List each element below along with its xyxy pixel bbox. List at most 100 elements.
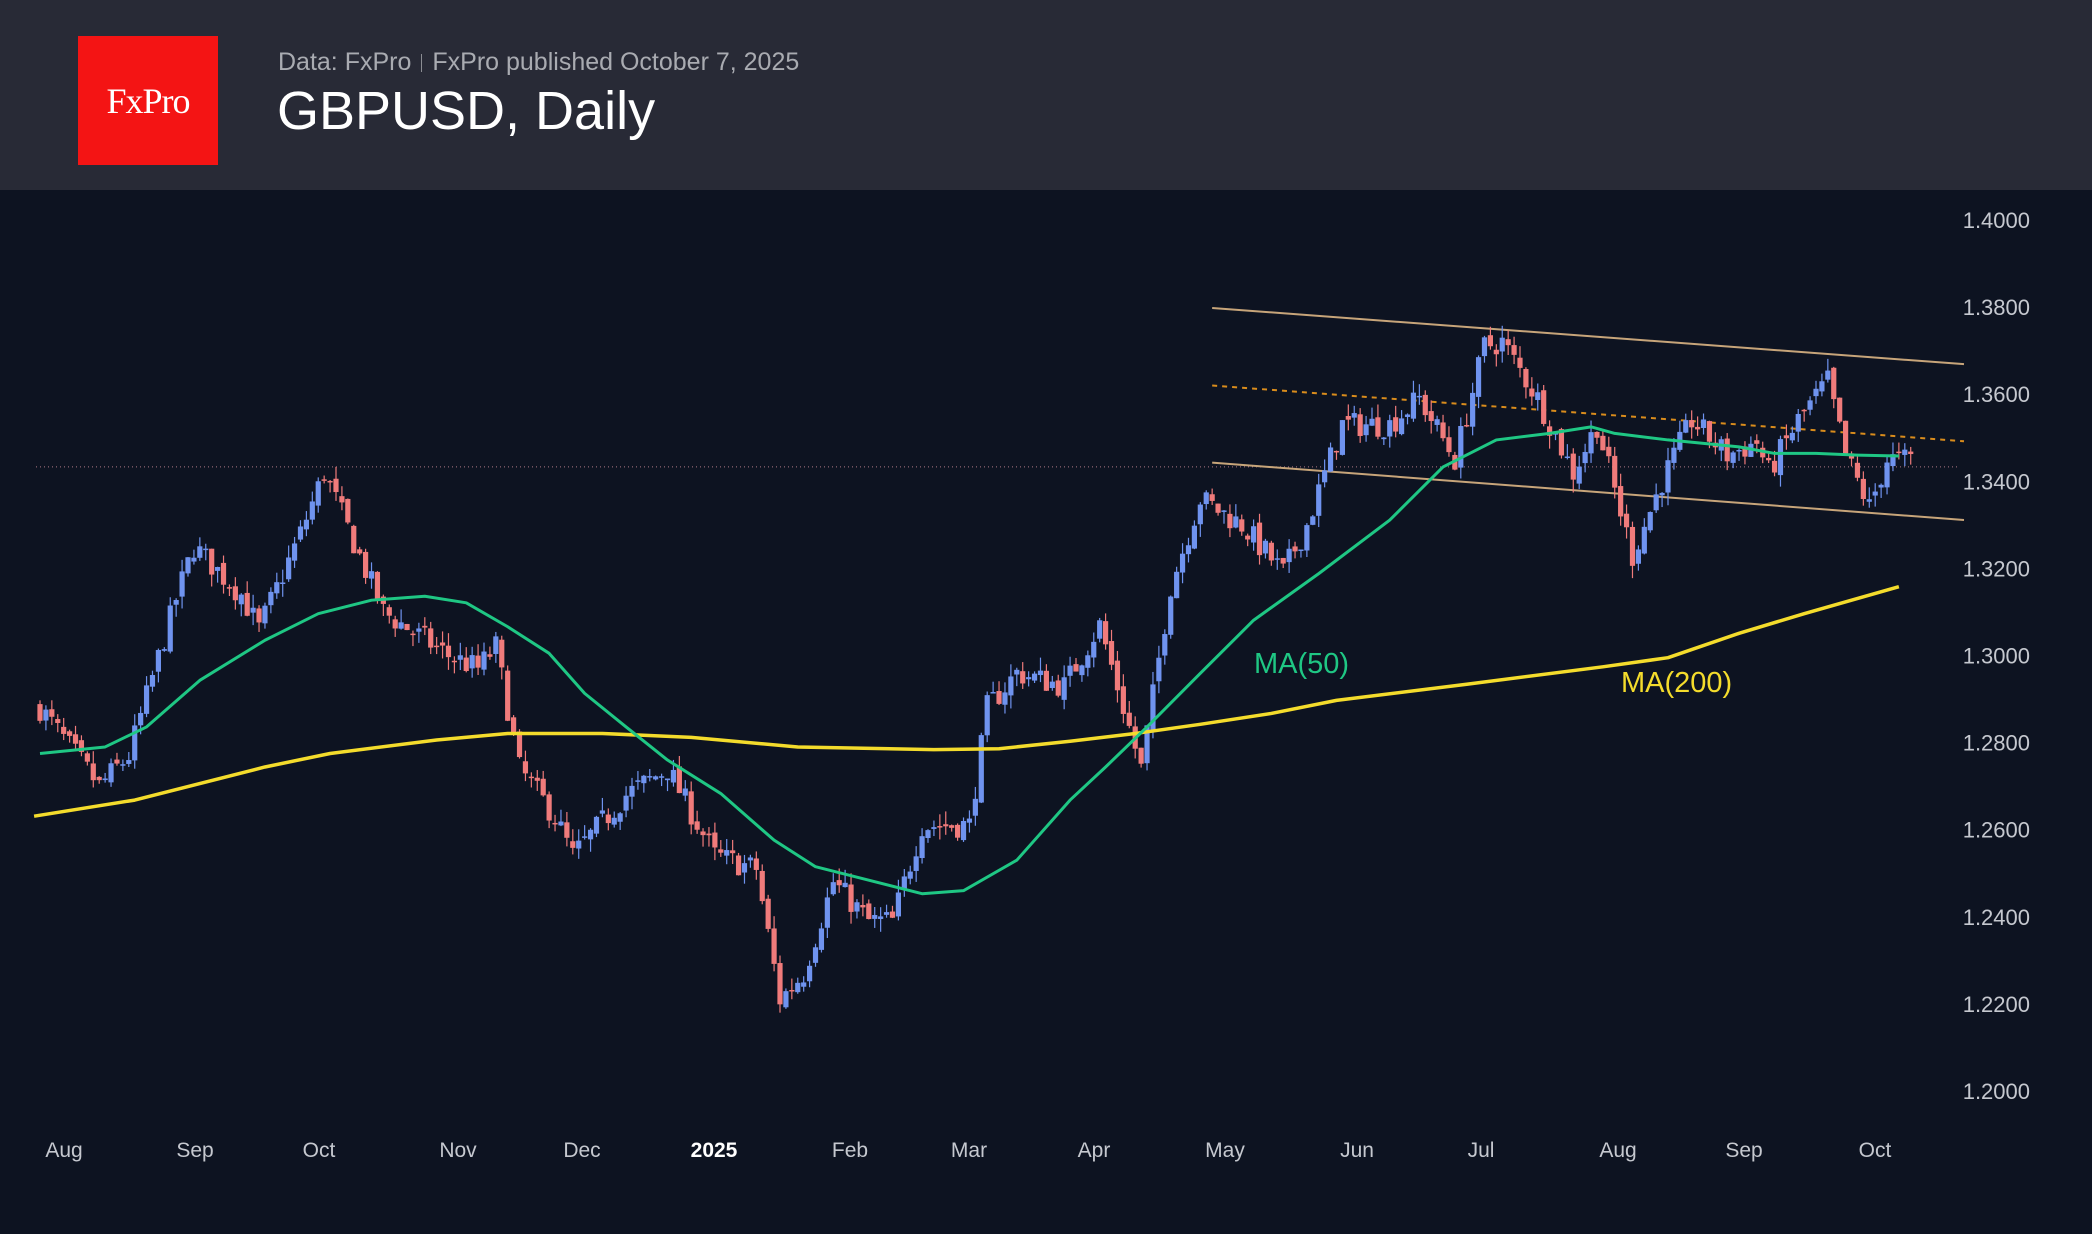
candle-body xyxy=(238,594,244,605)
candle xyxy=(1055,674,1061,698)
candle xyxy=(990,681,996,694)
candle xyxy=(889,905,896,919)
candle-body xyxy=(807,965,813,982)
candle xyxy=(96,776,102,784)
candle-body xyxy=(280,582,286,584)
candle-body xyxy=(1860,478,1866,499)
candle xyxy=(1487,326,1493,350)
candle xyxy=(1783,424,1789,450)
candle-body xyxy=(286,557,292,580)
candle-body xyxy=(1227,513,1233,529)
candle xyxy=(1428,400,1434,434)
candle-body xyxy=(1103,621,1109,645)
candle xyxy=(528,772,534,788)
candle-body xyxy=(1369,418,1375,426)
candle xyxy=(1298,549,1304,558)
candle xyxy=(1316,473,1322,528)
candle-body xyxy=(1564,456,1570,459)
candle-body xyxy=(61,726,67,734)
candle xyxy=(1825,358,1831,383)
candle xyxy=(1541,384,1547,427)
candle-body xyxy=(1878,484,1884,488)
candle xyxy=(576,829,582,859)
candle xyxy=(167,597,173,654)
candle xyxy=(1126,700,1132,729)
candle-body xyxy=(1286,548,1292,563)
candle-body xyxy=(215,566,221,571)
candle-body xyxy=(434,645,440,648)
candle-body xyxy=(1535,392,1541,401)
candle-body xyxy=(262,605,268,624)
candle-body xyxy=(1268,542,1274,561)
candle-body xyxy=(919,836,925,859)
data-source: Data: FxPro xyxy=(278,48,412,76)
candle-body xyxy=(1825,370,1831,380)
candle xyxy=(297,520,304,543)
candle xyxy=(84,751,90,766)
candle-body xyxy=(1120,686,1126,714)
candle-body xyxy=(1777,439,1784,476)
candle xyxy=(78,735,85,757)
candle-body xyxy=(1783,435,1789,439)
candle xyxy=(161,647,167,652)
candle-body xyxy=(830,882,836,895)
x-tick-label: Oct xyxy=(303,1139,336,1162)
candle-body xyxy=(1002,692,1008,705)
candle xyxy=(345,498,351,525)
candle xyxy=(1629,521,1636,579)
candle-body xyxy=(1422,394,1428,416)
candle xyxy=(1505,330,1511,355)
y-tick-label: 1.3600 xyxy=(1963,382,2030,407)
candle-body xyxy=(1582,451,1588,464)
candle-body xyxy=(925,830,931,839)
candle xyxy=(552,814,558,832)
candle-body xyxy=(718,849,724,853)
candle-body xyxy=(960,820,967,841)
candle xyxy=(1020,662,1026,689)
candle xyxy=(1866,487,1872,508)
candle xyxy=(540,770,546,797)
candle xyxy=(238,593,244,617)
candle-body xyxy=(37,704,43,721)
candle-body xyxy=(1322,470,1328,483)
candle-body xyxy=(149,675,156,687)
candle xyxy=(1073,658,1079,672)
candle-body xyxy=(1866,499,1872,502)
candle-body xyxy=(854,902,860,912)
candle-body xyxy=(1179,553,1186,573)
y-tick-label: 1.4000 xyxy=(1963,208,2030,233)
candle-body xyxy=(1363,424,1369,436)
x-tick-label: Jul xyxy=(1468,1139,1495,1162)
candle-body xyxy=(1091,641,1097,658)
candlestick-chart: 1.4000 1.3800 1.3600 1.3400 1.3200 1.3000 1.28… xyxy=(33,208,2030,1162)
candle-body xyxy=(1706,421,1713,442)
candle xyxy=(1665,447,1671,506)
candle-body xyxy=(599,810,605,814)
candle-body xyxy=(167,605,173,652)
y-tick-label: 1.3400 xyxy=(1963,469,2030,494)
y-axis: 1.4000 1.3800 1.3600 1.3400 1.3200 1.3000 1.28… xyxy=(1963,208,2030,1104)
candle-body xyxy=(789,989,795,992)
candle-body xyxy=(759,870,765,902)
candle-body xyxy=(1813,388,1819,397)
candle xyxy=(1671,438,1677,470)
candle xyxy=(315,477,321,513)
candle xyxy=(1878,483,1884,498)
candle xyxy=(327,479,333,493)
candle-body xyxy=(327,480,333,483)
candle-body xyxy=(1085,655,1091,668)
candle xyxy=(487,646,493,660)
candle xyxy=(783,988,789,1009)
channel-mid-line xyxy=(1212,384,1965,443)
candle-body xyxy=(185,557,191,574)
candle xyxy=(49,700,55,726)
candle xyxy=(558,809,564,827)
candle-body xyxy=(1333,450,1340,453)
candle-body xyxy=(297,526,304,540)
candle-body xyxy=(161,649,167,651)
candle xyxy=(1150,671,1156,739)
candle xyxy=(582,825,588,840)
x-tick-label: Aug xyxy=(1599,1139,1636,1162)
candle xyxy=(1410,380,1417,422)
candle xyxy=(1114,650,1121,703)
